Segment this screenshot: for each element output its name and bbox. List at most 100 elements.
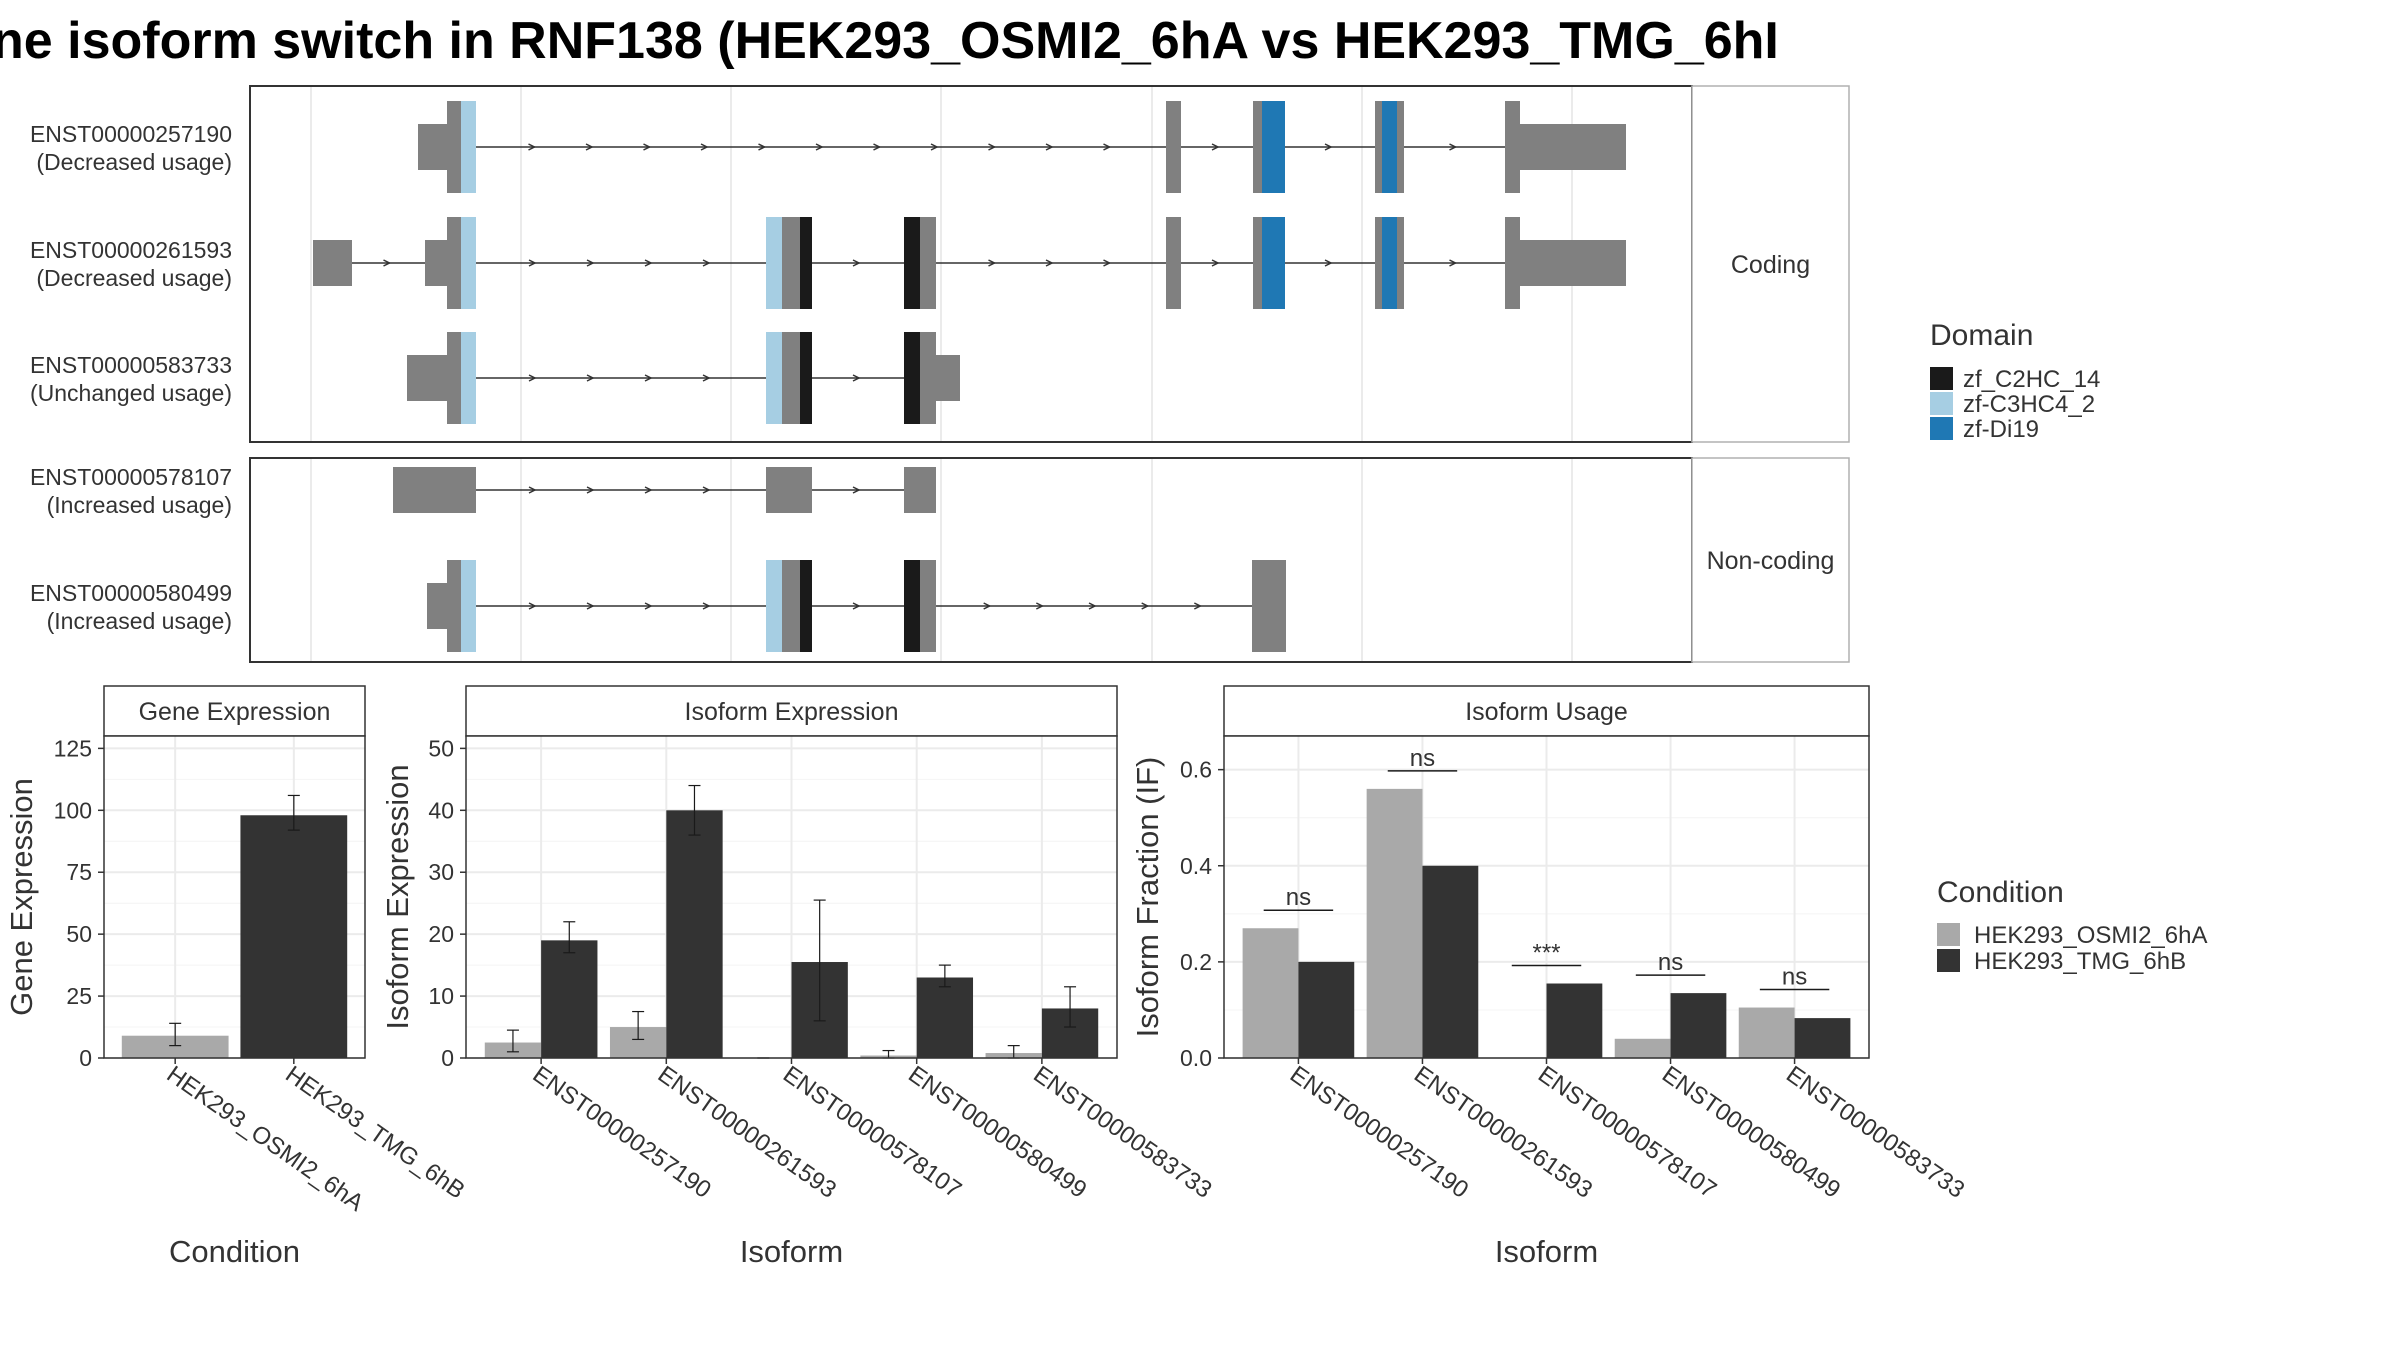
intron-arrow [852, 486, 861, 494]
bar [1794, 1018, 1851, 1058]
bar [240, 815, 348, 1058]
utr-exon [313, 240, 352, 286]
condition-legend-swatch [1937, 923, 1960, 946]
domain-zf_C2HC_14 [904, 217, 920, 309]
coding-exon [1166, 217, 1181, 309]
y-tick-label: 20 [428, 921, 454, 947]
intron-arrow [1103, 259, 1112, 267]
facet-label: Non-coding [1707, 547, 1835, 575]
transcript-id-label: ENST00000261593 [30, 237, 232, 263]
coding-exon [1505, 101, 1520, 193]
domain-zf_C2HC_14 [800, 217, 812, 309]
coding-exon [920, 332, 936, 424]
condition-legend-title: Condition [1937, 876, 2064, 909]
intron-arrow [873, 143, 882, 151]
domain-zf_C2HC_14 [800, 560, 812, 652]
intron-arrow [1324, 143, 1333, 151]
coding-exon [782, 560, 800, 652]
bar [1614, 1038, 1671, 1058]
utr-exon [766, 467, 812, 513]
intron-arrow [702, 486, 711, 494]
utr-exon [393, 467, 476, 513]
intron-arrow [1193, 602, 1203, 610]
intron-arrow [1141, 602, 1150, 610]
utr-exon [425, 240, 447, 286]
intron-arrow [1045, 143, 1054, 151]
y-tick-label: 30 [428, 859, 454, 885]
bar [1738, 1007, 1795, 1058]
coding-exon [1397, 217, 1404, 309]
intron-arrow [1211, 143, 1220, 151]
x-axis-title: Isoform [740, 1234, 843, 1269]
x-axis-title: Condition [169, 1234, 300, 1269]
y-tick-label: 50 [428, 735, 454, 761]
coding-exon [920, 560, 936, 652]
transcript-id-label: ENST00000580499 [30, 580, 232, 606]
y-tick-label: 0.4 [1180, 853, 1212, 879]
bar [1298, 961, 1355, 1058]
significance-label: *** [1532, 940, 1560, 967]
coding-exon [447, 217, 461, 309]
coding-exon [920, 217, 936, 309]
intron-arrow [1449, 143, 1458, 151]
transcript-usage-label: (Decreased usage) [36, 149, 232, 175]
condition-legend-swatch [1937, 949, 1960, 972]
coding-exon [1375, 217, 1382, 309]
domain-legend-swatch [1930, 392, 1953, 415]
bar [541, 940, 598, 1058]
intron-arrow [702, 374, 711, 382]
utr-exon [936, 355, 960, 401]
intron-arrow [585, 143, 594, 151]
bar [1546, 983, 1603, 1058]
coding-exon [1282, 560, 1286, 652]
intron-arrow [852, 259, 861, 267]
intron-arrow [758, 143, 767, 151]
isoform-structure-plot: CodingNon-codingENST00000257190(Decrease… [30, 85, 1850, 663]
coding-exon [1375, 101, 1382, 193]
y-tick-label: 125 [54, 735, 92, 761]
coding-exon [1166, 101, 1181, 193]
coding-exon [1397, 101, 1404, 193]
domain-zf_C2HC_14 [904, 332, 920, 424]
domain-zf-C3HC4_2 [766, 560, 782, 652]
x-tick-label: HEK293_OSMI2_6hA [162, 1061, 369, 1217]
facet-strip [1691, 85, 1850, 443]
utr-exon [427, 583, 447, 629]
coding-exon [447, 560, 461, 652]
intron-arrow [702, 602, 711, 610]
panel-strip [465, 685, 1118, 737]
plot-border [103, 735, 366, 1059]
intron-arrow [528, 143, 537, 151]
facet-strip [1691, 457, 1850, 663]
bar [1422, 865, 1479, 1058]
y-axis-title: Isoform Fraction (IF) [1130, 757, 1165, 1038]
domain-legend-label: zf_C2HC_14 [1963, 366, 2100, 393]
utr-exon [904, 467, 936, 513]
significance-label: ns [1782, 964, 1807, 991]
intron-arrow [643, 143, 652, 151]
domain-zf-C3HC4_2 [461, 560, 476, 652]
panel-title: Gene Expression [139, 698, 331, 726]
y-tick-label: 50 [66, 921, 92, 947]
bar [666, 810, 723, 1058]
intron-arrow [988, 143, 997, 151]
domain-legend-swatch [1930, 417, 1953, 440]
coding-exon [1253, 217, 1262, 309]
utr-exon [418, 124, 447, 170]
intron-arrow [586, 602, 595, 610]
y-tick-label: 0.6 [1180, 757, 1212, 783]
domain-legend-swatch [1930, 367, 1953, 390]
significance-label: ns [1286, 884, 1311, 911]
domain-legend-title: Domain [1930, 319, 2033, 352]
intron-arrow [644, 259, 653, 267]
intron-arrow [644, 486, 653, 494]
intron-arrow [586, 259, 595, 267]
transcript-usage-label: (Decreased usage) [36, 265, 232, 291]
domain-legend-label: zf-Di19 [1963, 416, 2039, 443]
utr-exon [1520, 240, 1626, 286]
domain-zf-C3HC4_2 [461, 101, 476, 193]
structure-panel-bg [250, 458, 1692, 662]
